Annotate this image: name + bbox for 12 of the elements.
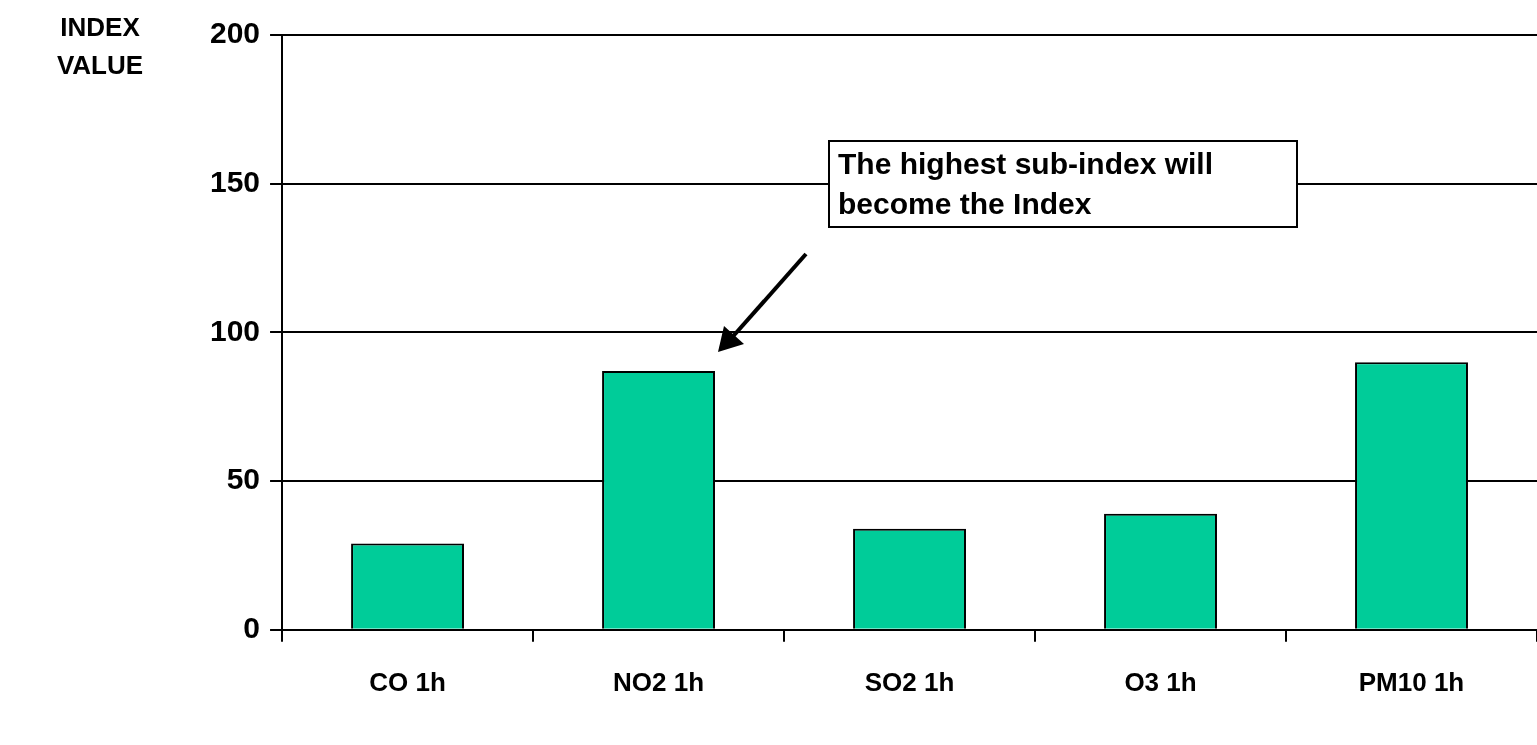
y-tick-label: 150 <box>209 164 261 198</box>
y-tick-label: 200 <box>209 16 261 50</box>
y-axis-title: INDEX VALUE <box>55 11 145 82</box>
x-tick-label: NO2 1h <box>613 666 705 697</box>
x-tick-label: SO2 1h <box>864 666 955 697</box>
y-tick-label: 100 <box>209 313 261 347</box>
y-tick-label: 0 <box>243 611 261 645</box>
x-tick-label: CO 1h <box>369 666 446 697</box>
x-tick-label: PM10 1h <box>1358 666 1465 697</box>
x-tick-label: O3 1h <box>1124 666 1197 697</box>
y-tick-label: 50 <box>226 462 261 496</box>
annotation: The highest sub-index will become the Index <box>828 140 1298 228</box>
